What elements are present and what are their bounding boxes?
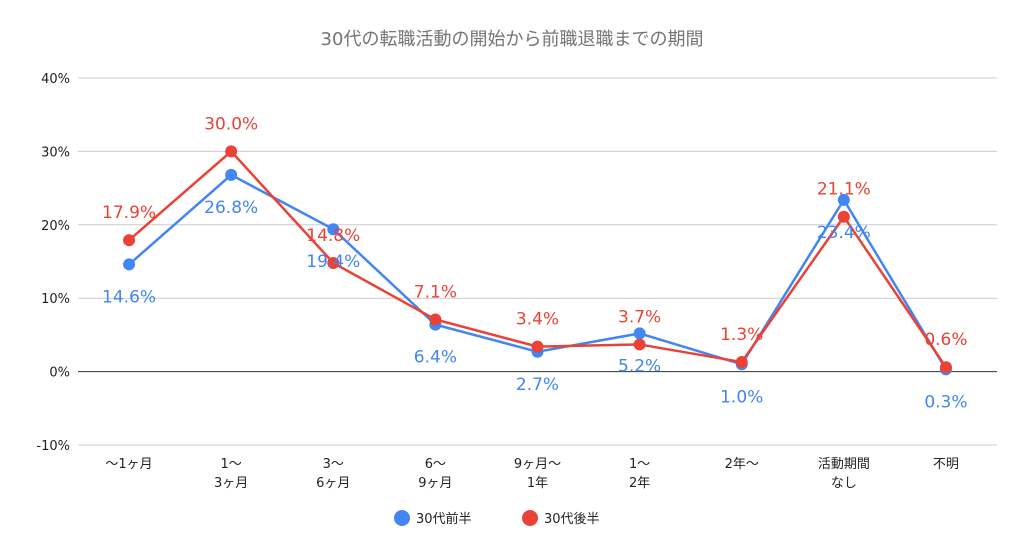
data-label: 0.3% <box>924 392 967 412</box>
data-labels-1: 17.9% 30.0% 14.8% 7.1% 3.4% 3.7% 1.3% 21.1% 0.6% <box>102 114 967 350</box>
y-tick-label: 20% <box>41 219 70 234</box>
x-tick-label: 6〜 <box>425 457 446 472</box>
data-label: 19.4% <box>306 252 360 272</box>
data-point <box>225 145 238 158</box>
x-tick-label: 3〜 <box>323 457 344 472</box>
legend-label: 30代後半 <box>544 512 600 527</box>
data-point <box>939 361 952 374</box>
y-tick-label: 10% <box>41 292 70 307</box>
data-point <box>327 256 340 269</box>
data-label: 6.4% <box>414 348 457 368</box>
x-tick-label: 1〜 <box>221 457 242 472</box>
data-label: 26.8% <box>204 198 258 218</box>
data-label: 23.4% <box>817 223 871 243</box>
x-tick-label: 不明 <box>933 457 959 472</box>
x-tick-label: 9ヶ月〜 <box>514 457 561 472</box>
legend-marker <box>522 510 538 526</box>
data-label: 14.8% <box>306 226 360 246</box>
data-point <box>225 168 238 181</box>
data-point <box>633 327 646 340</box>
data-label: 3.7% <box>618 307 661 327</box>
data-point <box>123 234 136 247</box>
data-point <box>837 193 850 206</box>
x-tick-label: 2年 <box>629 476 650 491</box>
series-1 <box>123 145 952 374</box>
x-tick-label: 9ヶ月 <box>418 476 452 491</box>
y-tick-label: 0% <box>49 366 70 381</box>
x-tick-label: 3ヶ月 <box>214 476 248 491</box>
data-label: 0.6% <box>924 330 967 350</box>
x-tick-label: 〜1ヶ月 <box>105 457 152 472</box>
chart-title: 30代の転職活動の開始から前職退職までの期間 <box>321 29 704 50</box>
data-label: 5.2% <box>618 356 661 376</box>
legend-marker <box>394 510 410 526</box>
data-label: 3.4% <box>516 310 559 330</box>
x-tick-label: 6ヶ月 <box>316 476 350 491</box>
data-point <box>837 210 850 223</box>
y-tick-label: 40% <box>41 72 70 87</box>
x-tick-label: 1年 <box>527 476 548 491</box>
data-point <box>531 340 544 353</box>
data-labels-0: 14.6% 26.8% 19.4% 6.4% 2.7% 5.2% 1.0% 23.4% 0.3% <box>102 198 967 413</box>
x-tick-label: 1〜 <box>629 457 650 472</box>
y-tick-label: 30% <box>41 145 70 160</box>
data-point <box>123 258 136 271</box>
data-label: 17.9% <box>102 203 156 223</box>
data-label: 7.1% <box>414 282 457 302</box>
data-point <box>429 313 442 326</box>
x-tick-label: 2年〜 <box>725 457 759 472</box>
x-tick-label: なし <box>831 476 857 491</box>
legend-label: 30代前半 <box>416 511 472 527</box>
data-label: 1.0% <box>720 387 763 407</box>
data-label: 2.7% <box>516 375 559 395</box>
data-point <box>633 338 646 351</box>
x-tick-label: 活動期間 <box>818 457 870 472</box>
data-label: 30.0% <box>204 114 258 134</box>
data-point <box>327 223 340 236</box>
data-label: 1.3% <box>720 325 763 345</box>
data-label: 14.6% <box>102 287 156 307</box>
y-tick-label: -10% <box>36 439 70 454</box>
data-point <box>735 356 748 369</box>
data-label: 21.1% <box>817 180 871 200</box>
